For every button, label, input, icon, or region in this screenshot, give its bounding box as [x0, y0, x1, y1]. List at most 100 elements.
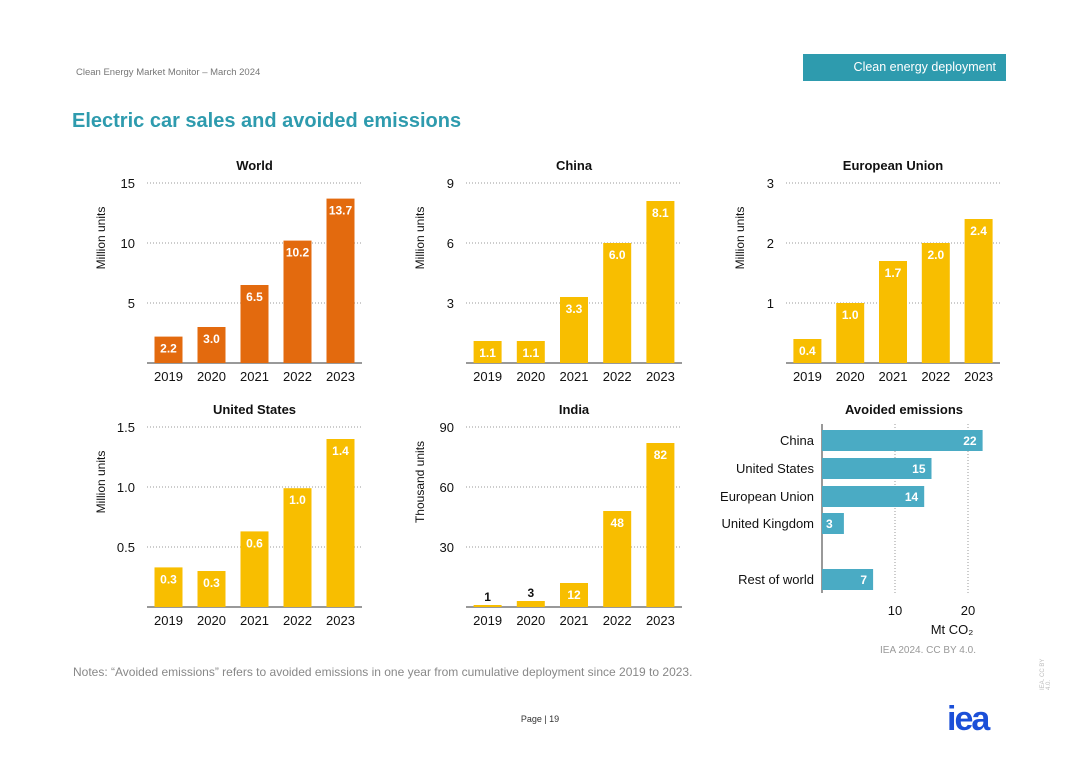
bar	[964, 219, 993, 363]
bar	[240, 285, 269, 363]
x-tick-label: 2021	[560, 613, 589, 628]
data-label: 12	[567, 588, 581, 602]
x-tick-label: 2023	[326, 369, 355, 384]
side-credit: IEA. CC BY 4.0.	[1040, 658, 1052, 690]
category-label: United States	[736, 461, 815, 476]
x-tick-label: 20	[961, 603, 975, 618]
bar	[822, 458, 932, 479]
y-tick-label: 3	[767, 176, 774, 191]
x-tick-label: 2022	[921, 369, 950, 384]
data-label: 1.7	[885, 266, 902, 280]
y-axis-label: Million units	[413, 207, 427, 270]
data-label: 1	[484, 590, 491, 604]
data-label: 3	[826, 517, 833, 531]
chart-title: China	[556, 158, 593, 173]
y-tick-label: 1.5	[117, 420, 135, 435]
data-label: 1.4	[332, 444, 349, 458]
report-header: Clean Energy Market Monitor – March 2024	[76, 67, 261, 78]
chart-title: European Union	[843, 158, 943, 173]
data-label: 8.1	[652, 206, 669, 220]
bar	[822, 513, 844, 534]
x-tick-label: 2023	[326, 613, 355, 628]
y-axis-label: Million units	[94, 451, 108, 514]
x-tick-label: 2023	[964, 369, 993, 384]
y-tick-label: 30	[440, 540, 454, 555]
bar	[516, 341, 545, 363]
notes: Notes: “Avoided emissions” refers to avo…	[73, 665, 693, 679]
category-label: European Union	[720, 489, 814, 504]
x-tick-label: 2021	[240, 369, 269, 384]
bar	[283, 240, 312, 363]
y-tick-label: 90	[440, 420, 454, 435]
x-axis-label: Mt CO₂	[931, 622, 974, 637]
x-tick-label: 2022	[603, 369, 632, 384]
x-tick-label: 2022	[283, 369, 312, 384]
x-tick-label: 2020	[197, 613, 226, 628]
y-tick-label: 1.0	[117, 480, 135, 495]
data-label: 48	[611, 516, 625, 530]
bar	[326, 198, 355, 363]
bar	[154, 336, 183, 363]
x-tick-label: 10	[888, 603, 902, 618]
bar	[283, 488, 312, 607]
y-tick-label: 9	[447, 176, 454, 191]
x-tick-label: 2023	[646, 613, 675, 628]
bar	[822, 569, 874, 590]
y-axis-label: Million units	[733, 207, 747, 270]
bar	[836, 303, 865, 363]
data-label: 6.5	[246, 290, 263, 304]
data-label: 0.6	[246, 536, 263, 550]
data-label: 1.1	[522, 346, 539, 360]
bar	[921, 243, 950, 363]
y-tick-label: 2	[767, 236, 774, 251]
x-tick-label: 2021	[879, 369, 908, 384]
data-label: 14	[905, 490, 919, 504]
bar	[560, 297, 588, 363]
x-tick-label: 2021	[560, 369, 589, 384]
y-axis-label: Thousand units	[413, 441, 427, 523]
category-label: China	[780, 433, 815, 448]
bar	[516, 601, 545, 607]
chart-title: World	[236, 158, 273, 173]
y-tick-label: 5	[128, 296, 135, 311]
bar	[326, 439, 355, 607]
data-label: 1.1	[479, 346, 496, 360]
bar	[154, 567, 183, 607]
data-label: 0.3	[160, 572, 177, 586]
data-label: 13.7	[329, 204, 353, 218]
y-tick-label: 1	[767, 296, 774, 311]
x-tick-label: 2020	[836, 369, 865, 384]
chart-title: India	[559, 402, 590, 417]
bar	[473, 605, 502, 607]
iea-logo: iea	[947, 700, 990, 738]
bar	[473, 341, 502, 363]
data-label: 22	[963, 434, 977, 448]
x-tick-label: 2020	[516, 613, 545, 628]
bar	[197, 327, 226, 363]
bar	[603, 243, 632, 363]
data-label: 2.0	[927, 248, 944, 262]
data-label: 15	[912, 462, 926, 476]
bar	[560, 583, 588, 607]
bar	[822, 486, 925, 507]
data-label: 3.3	[566, 302, 583, 316]
data-label: 10.2	[286, 246, 310, 260]
data-label: 3.0	[203, 332, 220, 346]
y-tick-label: 60	[440, 480, 454, 495]
x-tick-label: 2022	[603, 613, 632, 628]
x-tick-label: 2023	[646, 369, 675, 384]
data-label: 0.4	[799, 344, 816, 358]
data-label: 2.4	[970, 224, 987, 238]
data-label: 6.0	[609, 248, 626, 262]
bar	[879, 261, 907, 363]
x-tick-label: 2020	[516, 369, 545, 384]
data-label: 1.0	[842, 308, 859, 322]
data-label: 0.3	[203, 576, 220, 590]
data-label: 7	[860, 573, 867, 587]
page-number: Page | 19	[520, 714, 560, 724]
bar	[646, 201, 675, 363]
data-label: 1.0	[289, 493, 306, 507]
bar	[646, 443, 675, 607]
bar	[197, 571, 226, 607]
